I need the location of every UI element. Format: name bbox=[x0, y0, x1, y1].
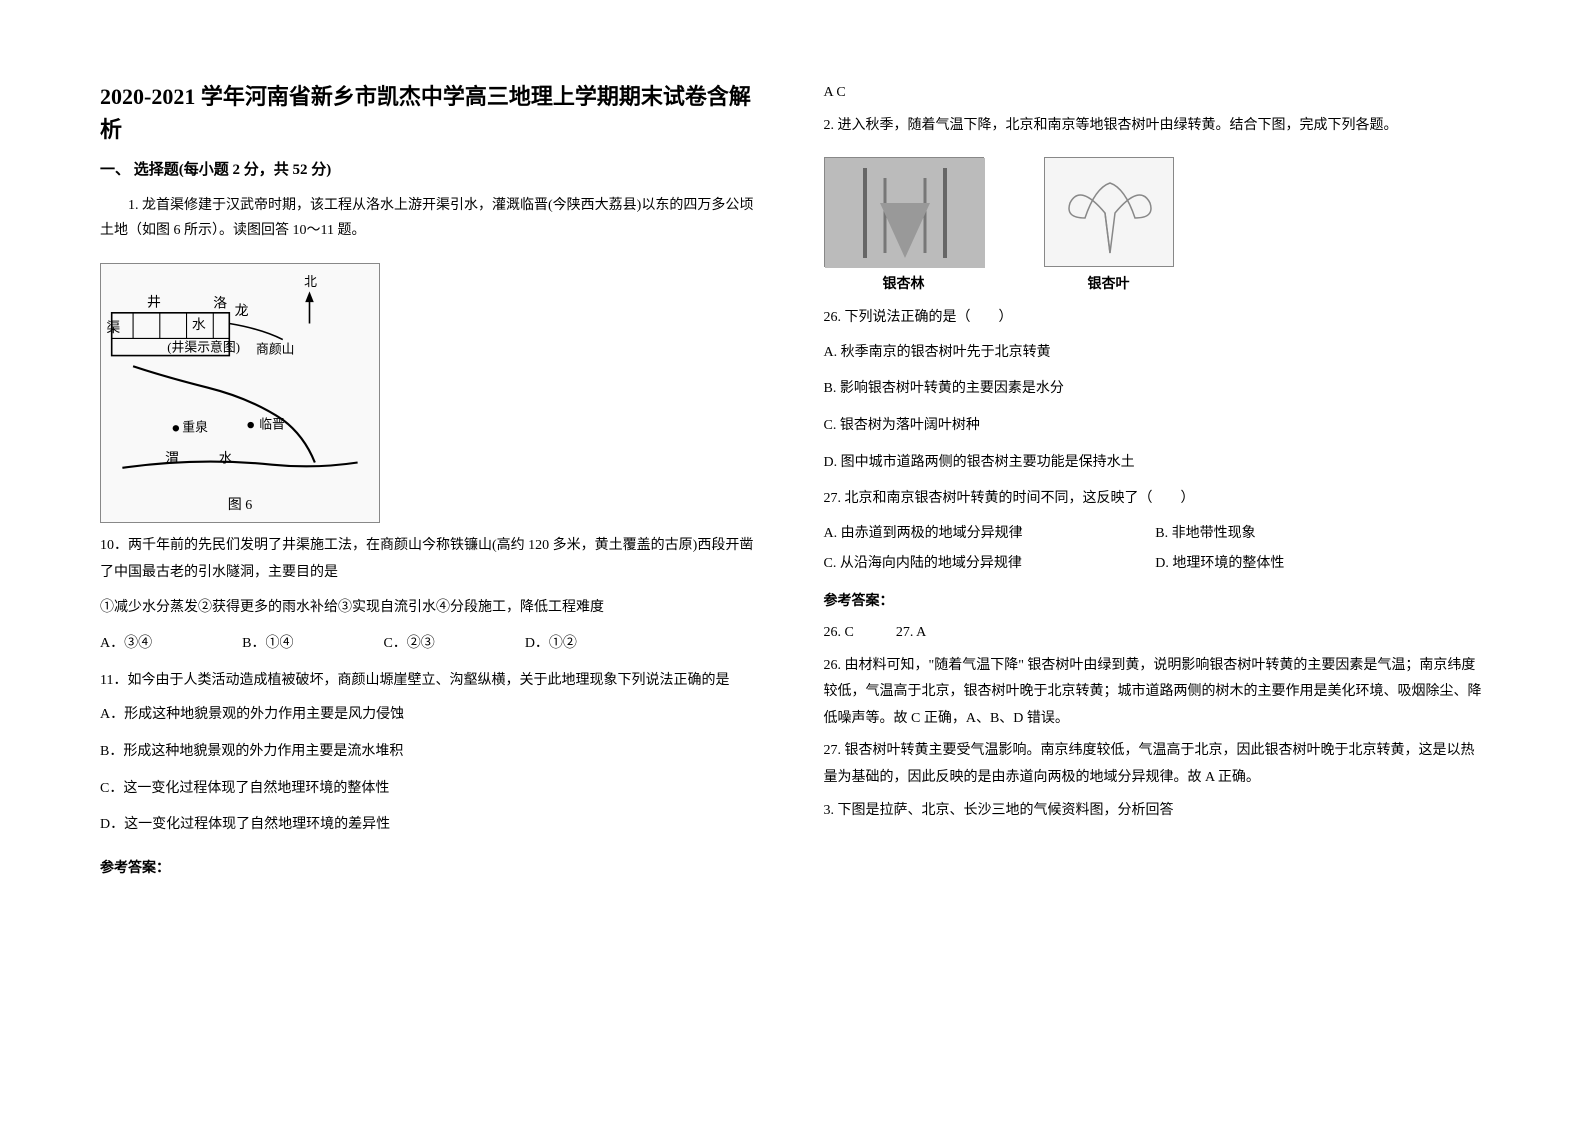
left-column: 2020-2021 学年河南省新乡市凯杰中学高三地理上学期期末试卷含解析 一、 … bbox=[100, 80, 764, 1042]
figure-6-caption: 图 6 bbox=[228, 494, 253, 514]
q26-optB: B. 影响银杏树叶转黄的主要因素是水分 bbox=[824, 376, 1488, 403]
ginkgo-forest-placeholder bbox=[824, 157, 984, 267]
map-label-north: 北 bbox=[304, 275, 317, 289]
map-label-shui1: 水 bbox=[192, 317, 206, 333]
q27-optB: B. 非地带性现象 bbox=[1155, 521, 1487, 548]
q10-optD: D．①② bbox=[525, 631, 577, 658]
q11-optC: C．这一变化过程体现了自然地理环境的整体性 bbox=[100, 776, 764, 803]
q26-optC: C. 银杏树为落叶阔叶树种 bbox=[824, 413, 1488, 440]
q3-intro: 3. 下图是拉萨、北京、长沙三地的气候资料图，分析回答 bbox=[824, 798, 1488, 825]
q27-optC: C. 从沿海向内陆的地域分异规律 bbox=[824, 551, 1156, 578]
right-column: A C 2. 进入秋季，随着气温下降，北京和南京等地银杏树叶由绿转黄。结合下图，… bbox=[824, 80, 1488, 1042]
map-label-wei: 渭 bbox=[165, 451, 179, 467]
map-label-qu: 渠 bbox=[106, 320, 120, 336]
img1-caption: 银杏林 bbox=[883, 273, 925, 293]
q11-stem: 11．如今由于人类活动造成植被破坏，商颜山塬崖壁立、沟壑纵横，关于此地理现象下列… bbox=[100, 668, 764, 695]
q2-images: 银杏林 银杏叶 bbox=[824, 157, 1488, 293]
q26-explanation: 26. 由材料可知，"随着气温下降" 银杏树叶由绿到黄，说明影响银杏树叶转黄的主… bbox=[824, 653, 1488, 733]
image-ginkgo-forest: 银杏林 bbox=[824, 157, 984, 293]
leaf-svg bbox=[1045, 158, 1175, 268]
map-label-long: 龙 bbox=[235, 303, 249, 319]
map-svg: 井 渠 (井渠示意图) 龙 商颜山 洛 水 临晋 重泉 渭 水 北 bbox=[101, 264, 379, 522]
q11-optD: D．这一变化过程体现了自然地理环境的差异性 bbox=[100, 812, 764, 839]
map-label-shui2: 水 bbox=[219, 451, 233, 467]
img2-caption: 银杏叶 bbox=[1088, 273, 1130, 293]
q1-answer: A C bbox=[824, 80, 1488, 107]
exam-title: 2020-2021 学年河南省新乡市凯杰中学高三地理上学期期末试卷含解析 bbox=[100, 80, 764, 146]
q10-options-line: ①减少水分蒸发②获得更多的雨水补给③实现自流引水④分段施工，降低工程难度 bbox=[100, 595, 764, 622]
q2-answer-line: 26. C 27. A bbox=[824, 620, 1488, 647]
map-label-note: (井渠示意图) bbox=[167, 340, 240, 355]
ginkgo-leaf-placeholder bbox=[1044, 157, 1174, 267]
q2-answer-label: 参考答案： bbox=[824, 590, 1488, 610]
q10-optC: C．②③ bbox=[383, 631, 434, 658]
map-label-linjin: 临晋 bbox=[259, 418, 285, 432]
q10-options: A．③④ B．①④ C．②③ D．①② bbox=[100, 631, 764, 658]
q26-optD: D. 图中城市道路两侧的银杏树主要功能是保持水土 bbox=[824, 450, 1488, 477]
section-1-header: 一、 选择题(每小题 2 分，共 52 分) bbox=[100, 158, 764, 179]
q1-intro: 1. 龙首渠修建于汉武帝时期，该工程从洛水上游开渠引水，灌溉临晋(今陕西大荔县)… bbox=[100, 193, 764, 243]
q27-explanation: 27. 银杏树叶转黄主要受气温影响。南京纬度较低，气温高于北京，因此银杏树叶晚于… bbox=[824, 738, 1488, 791]
q27-stem: 27. 北京和南京银杏树叶转黄的时间不同，这反映了（ ） bbox=[824, 486, 1488, 513]
q27-optD: D. 地理环境的整体性 bbox=[1155, 551, 1487, 578]
q26-stem: 26. 下列说法正确的是（ ） bbox=[824, 305, 1488, 332]
q27-optA: A. 由赤道到两极的地域分异规律 bbox=[824, 521, 1156, 548]
q10-optB: B．①④ bbox=[242, 631, 293, 658]
q27-row2: C. 从沿海向内陆的地域分异规律 D. 地理环境的整体性 bbox=[824, 551, 1488, 578]
forest-svg bbox=[825, 158, 985, 268]
q11-optB: B．形成这种地貌景观的外力作用主要是流水堆积 bbox=[100, 739, 764, 766]
q10-optA: A．③④ bbox=[100, 631, 152, 658]
q1-answer-label: 参考答案： bbox=[100, 857, 764, 877]
image-ginkgo-leaf: 银杏叶 bbox=[1044, 157, 1174, 293]
map-label-zhongquan: 重泉 bbox=[182, 420, 208, 435]
map-label-jing: 井 bbox=[147, 295, 161, 311]
q10-stem: 10．两千年前的先民们发明了井渠施工法，在商颜山今称铁镰山(高约 120 多米，… bbox=[100, 533, 764, 586]
q26-optA: A. 秋季南京的银杏树叶先于北京转黄 bbox=[824, 340, 1488, 367]
q2-intro: 2. 进入秋季，随着气温下降，北京和南京等地银杏树叶由绿转黄。结合下图，完成下列… bbox=[824, 113, 1488, 140]
figure-6-map: 井 渠 (井渠示意图) 龙 商颜山 洛 水 临晋 重泉 渭 水 北 图 6 bbox=[100, 263, 380, 523]
map-label-luo: 洛 bbox=[213, 296, 227, 312]
q27-row1: A. 由赤道到两极的地域分异规律 B. 非地带性现象 bbox=[824, 521, 1488, 548]
map-label-shang: 商颜山 bbox=[256, 342, 294, 357]
q11-optA: A．形成这种地貌景观的外力作用主要是风力侵蚀 bbox=[100, 702, 764, 729]
